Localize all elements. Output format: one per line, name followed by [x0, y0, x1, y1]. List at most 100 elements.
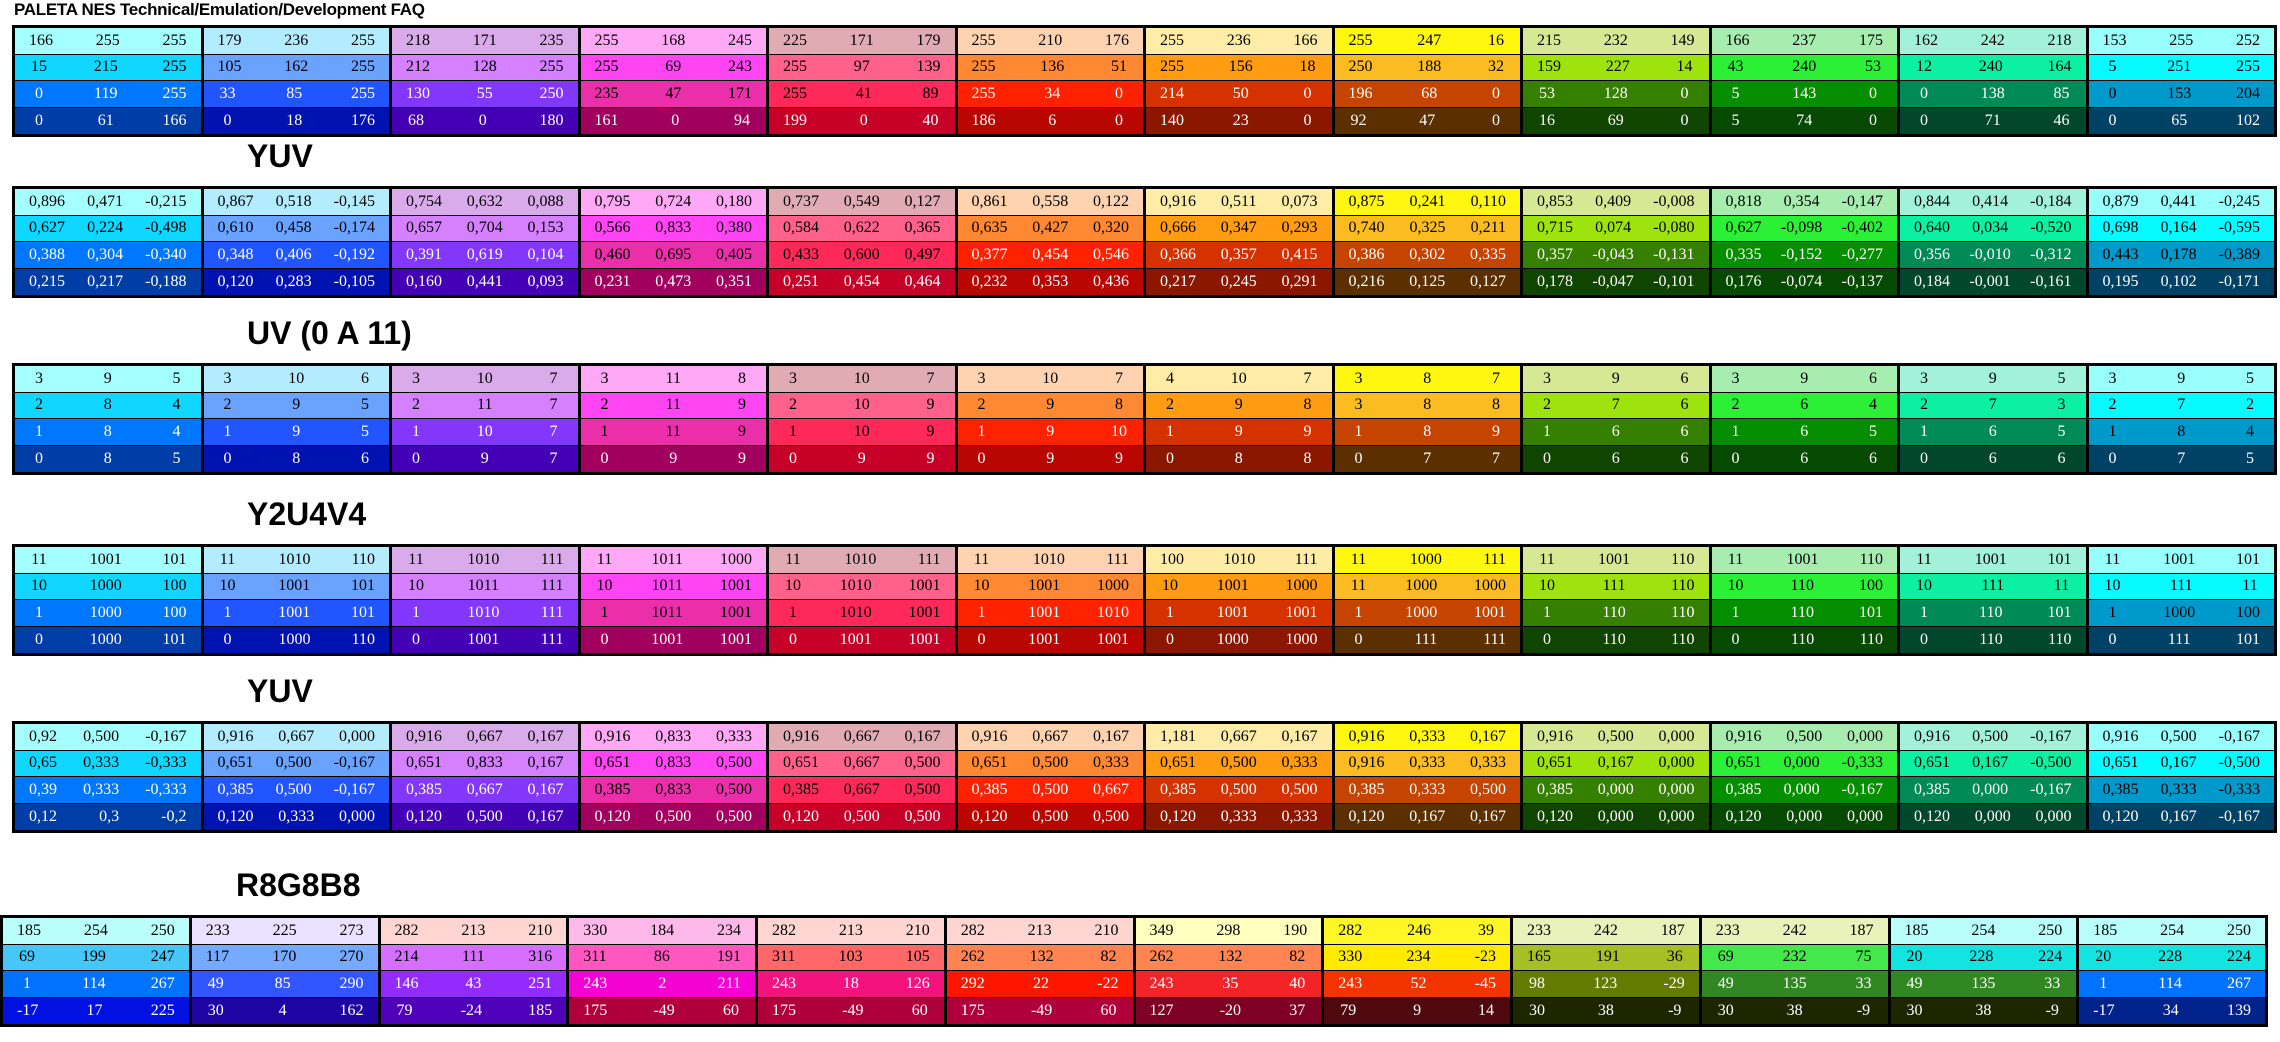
table-row: -17 17 225 30 4 162 79 -24 185 175 -49 60 175 -49 60 17… — [3, 997, 2265, 1024]
cell-value: 234 — [717, 921, 741, 939]
color-cell: 10 1001 1000 — [957, 573, 1146, 599]
cell-value: 0,074 — [1595, 219, 1632, 237]
cell-value: 49 — [207, 974, 224, 992]
palette-table: 0,896 0,471 -0,215 0,867 0,518 -0,145 0,754 0,6… — [12, 186, 2277, 298]
color-cell: 30 38 -9 — [1890, 997, 2080, 1024]
color-cell: 1 110 101 — [1711, 600, 1900, 626]
cell-value: 1000 — [89, 577, 122, 595]
color-cell: 15 215 255 — [15, 54, 204, 80]
table-row: 0,39 0,333 -0,333 0,385 0,500 -0,167 0,385 0,66… — [15, 777, 2274, 804]
cell-value: 30 — [207, 1001, 224, 1019]
cell-value: 0,333 — [83, 754, 120, 772]
cell-value: 8 — [1423, 422, 1432, 440]
cell-value: 18 — [1299, 58, 1316, 76]
cell-value: 36 — [1666, 948, 1683, 966]
color-cell: 179 236 255 — [203, 28, 392, 54]
cell-value: 9 — [1234, 422, 1243, 440]
cell-value: 153 — [2167, 84, 2192, 102]
cell-value: 0,667 — [1093, 780, 1129, 798]
cell-value: 159 — [1537, 58, 1561, 76]
cell-value: 0,916 — [1725, 727, 1762, 745]
cell-value: 237 — [1792, 31, 1817, 49]
cell-value: 166 — [162, 111, 187, 129]
cell-value: 110 — [1671, 550, 1695, 568]
cell-value: 1000 — [1409, 550, 1442, 568]
cell-value: 6 — [361, 449, 369, 467]
color-cell: 0,916 0,500 -0,167 — [1900, 724, 2089, 750]
color-cell: 166 255 255 — [15, 28, 204, 54]
cell-value: 185 — [2093, 921, 2118, 939]
cell-value: 0,335 — [1470, 245, 1506, 263]
cell-value: -0,389 — [2218, 245, 2260, 263]
cell-value: 110 — [351, 630, 375, 648]
cell-value: 69 — [1717, 948, 1734, 966]
cell-value: 11 — [219, 550, 236, 568]
cell-value: 0,388 — [29, 245, 65, 263]
cell-value: 0,120 — [1537, 807, 1573, 825]
cell-value: 199 — [783, 111, 807, 129]
cell-value: 1 — [977, 603, 986, 621]
cell-value: 0,120 — [1348, 807, 1385, 825]
cell-value: 85 — [2053, 84, 2070, 102]
cell-value: 0,120 — [1914, 807, 1950, 825]
color-cell: 0,385 0,500 0,667 — [957, 777, 1146, 803]
cell-value: 7 — [2177, 449, 2186, 467]
cell-value: 114 — [82, 974, 106, 992]
cell-value: 101 — [351, 603, 375, 621]
cell-value: 175 — [772, 1001, 796, 1019]
cell-value: 1 — [977, 422, 986, 440]
cell-value: 0,473 — [655, 272, 692, 290]
cell-value: 298 — [1216, 921, 1241, 939]
cell-value: 0,698 — [2102, 219, 2139, 237]
cell-value: -0,333 — [1841, 754, 1883, 772]
cell-value: 6 — [1988, 422, 1997, 440]
cell-value: -0,2 — [161, 807, 187, 825]
cell-value: 52 — [1410, 974, 1427, 992]
cell-value: 255 — [2236, 58, 2260, 76]
cell-value: 255 — [162, 84, 187, 102]
color-cell: 0,657 0,704 0,153 — [392, 215, 581, 241]
color-cell: 0,635 0,427 0,320 — [957, 215, 1146, 241]
color-cell: 0,176 -0,074 -0,137 — [1711, 268, 1900, 295]
cell-value: 0,000 — [339, 807, 375, 825]
cell-value: -0,105 — [333, 272, 375, 290]
cell-value: 135 — [1971, 974, 1996, 992]
cell-value: 4 — [1166, 369, 1174, 387]
cell-value: -0,184 — [2030, 192, 2072, 210]
cell-value: 255 — [594, 58, 619, 76]
color-cell: 10 110 100 — [1711, 573, 1900, 599]
color-cell: 117 170 270 — [191, 944, 381, 970]
color-cell: 1 10 7 — [392, 419, 581, 445]
cell-value: 11 — [2104, 550, 2121, 568]
cell-value: 101 — [2047, 603, 2072, 621]
color-cell: 282 213 210 — [380, 918, 570, 944]
cell-value: 0,000 — [1597, 807, 1634, 825]
color-cell: 0,651 0,667 0,500 — [769, 750, 958, 776]
cell-value: 0,667 — [466, 780, 503, 798]
color-cell: 0,120 0,167 -0,167 — [2088, 803, 2274, 830]
color-cell: 0,12 0,3 -0,2 — [15, 803, 204, 830]
cell-value: 0,896 — [29, 192, 65, 210]
cell-value: 0,365 — [904, 219, 941, 237]
color-cell: 186 6 0 — [957, 107, 1146, 134]
cell-value: 0 — [35, 449, 43, 467]
cell-value: 11 — [665, 396, 681, 414]
cell-value: 0,120 — [406, 807, 442, 825]
cell-value: 6 — [1680, 422, 1689, 440]
cell-value: 100 — [1859, 577, 1883, 595]
cell-value: 82 — [1289, 948, 1306, 966]
cell-value: 0,667 — [843, 754, 880, 772]
cell-value: 1 — [1920, 422, 1928, 440]
cell-value: -0,167 — [2218, 807, 2260, 825]
cell-value: 1 — [600, 422, 609, 440]
color-cell: 0 1001 1001 — [580, 626, 769, 653]
color-cell: 0,433 0,600 0,497 — [769, 242, 958, 268]
section-heading: YUV — [247, 673, 313, 709]
color-cell: 175 -49 60 — [758, 997, 947, 1024]
cell-value: 1001 — [908, 603, 941, 621]
color-cell: 311 103 105 — [758, 944, 947, 970]
color-cell: 233 242 187 — [1701, 918, 1891, 944]
cell-value: 243 — [1338, 974, 1363, 992]
cell-value: 0,167 — [1597, 754, 1634, 772]
cell-value: 103 — [838, 948, 863, 966]
